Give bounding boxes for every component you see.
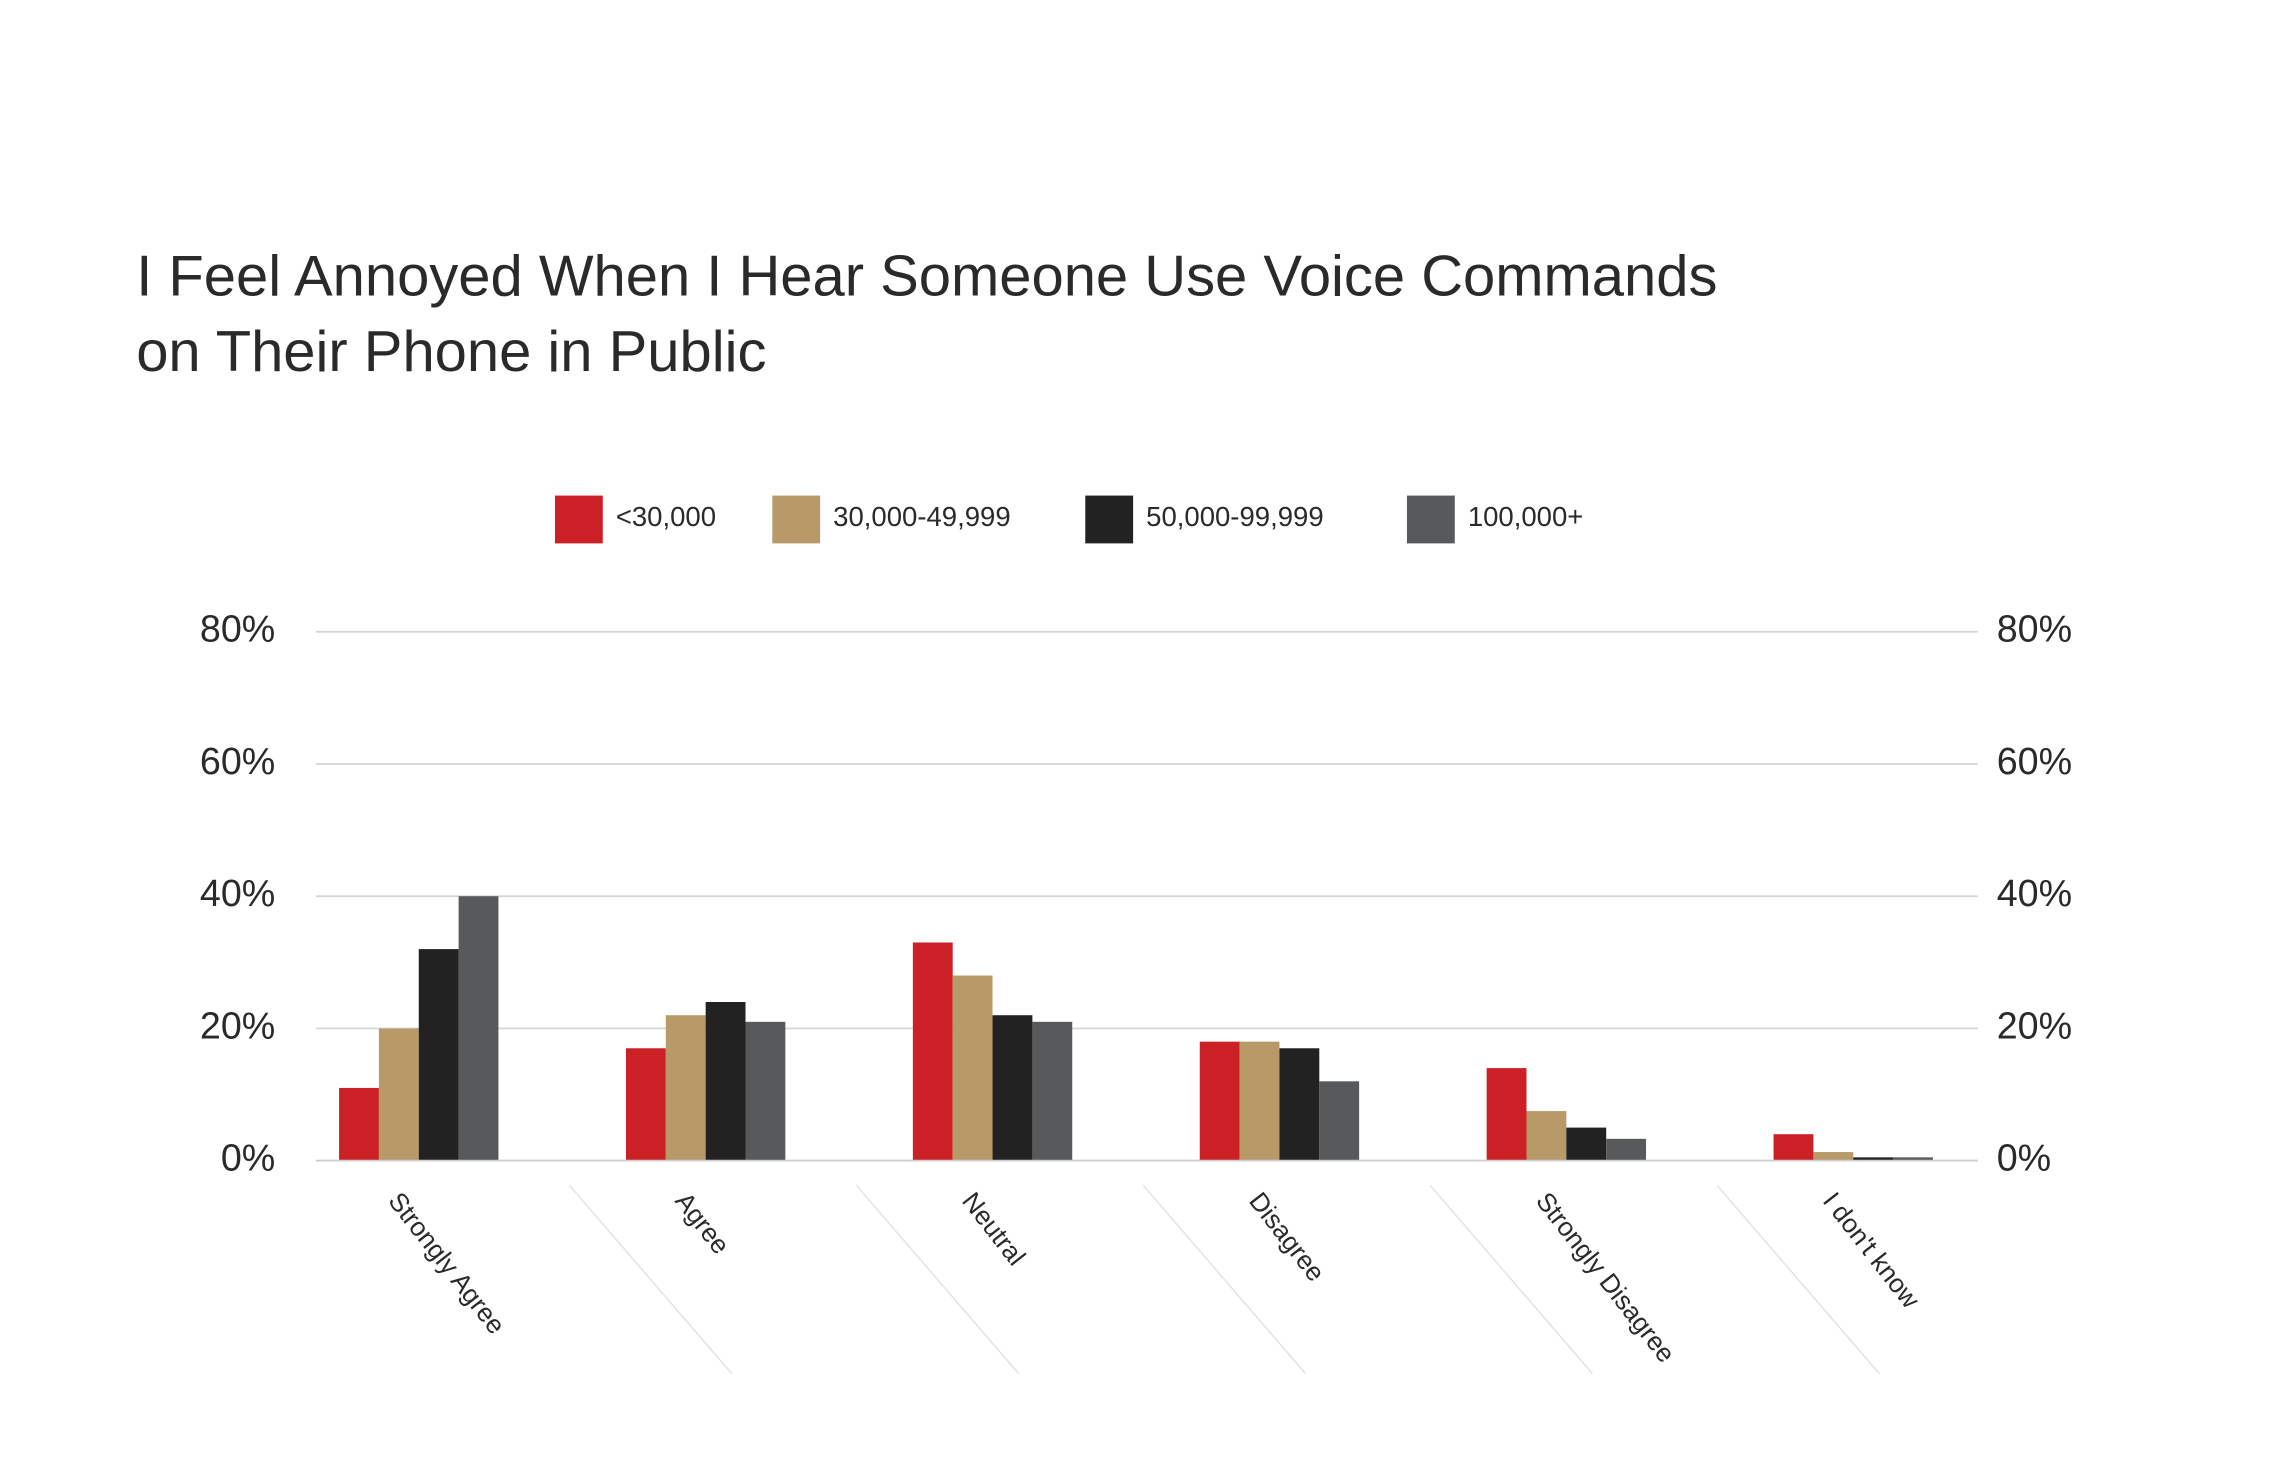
y-tick-label: 0% <box>221 1137 275 1179</box>
x-tick-label: Strongly Agree <box>383 1186 512 1339</box>
bar <box>1853 1157 1894 1161</box>
bar <box>1566 1127 1607 1161</box>
y2-tick-label: 0% <box>1997 1137 2051 1179</box>
x-tick-label: Strongly Disagree <box>1530 1186 1681 1368</box>
bar <box>665 1015 706 1161</box>
legend-swatch <box>1085 495 1134 544</box>
separator <box>1429 1184 1593 1375</box>
y-tick-label: 20% <box>200 1004 275 1046</box>
legend-label: 30,000-49,999 <box>833 501 1010 532</box>
bar <box>1239 1041 1280 1161</box>
bar <box>705 1001 746 1161</box>
bar <box>1773 1134 1814 1161</box>
x-tick-label: Agree <box>669 1186 735 1259</box>
separator <box>1716 1184 1880 1375</box>
y-tick-label: 60% <box>200 740 275 782</box>
chart-title: I Feel Annoyed When I Hear Someone Use V… <box>136 245 1717 309</box>
y2-tick-label: 40% <box>1997 872 2072 914</box>
bar <box>1486 1068 1527 1161</box>
y-tick-label: 40% <box>200 872 275 914</box>
bar <box>1606 1138 1647 1161</box>
x-tick-label: I don't know <box>1817 1186 1926 1314</box>
bar <box>912 942 953 1161</box>
bar <box>745 1021 786 1161</box>
bar <box>458 896 499 1161</box>
y-tick-label: 80% <box>200 608 275 650</box>
legend-swatch <box>772 495 821 544</box>
legend-label: 100,000+ <box>1468 501 1584 532</box>
chart-title: on Their Phone in Public <box>136 320 766 384</box>
y2-tick-label: 60% <box>1997 740 2072 782</box>
bar <box>1319 1081 1360 1161</box>
bar <box>1279 1048 1320 1161</box>
bar <box>625 1048 666 1161</box>
legend-swatch <box>554 495 603 544</box>
bar <box>1032 1021 1073 1161</box>
separator <box>855 1184 1020 1375</box>
bar <box>1813 1152 1854 1161</box>
bar <box>992 1015 1033 1161</box>
x-tick-label: Disagree <box>1243 1186 1331 1287</box>
legend-label: 50,000-99,999 <box>1146 501 1323 532</box>
separator <box>1142 1184 1307 1375</box>
legend-swatch <box>1406 495 1455 544</box>
bar <box>339 1087 379 1161</box>
bar <box>378 1028 419 1161</box>
bar <box>1199 1041 1240 1161</box>
separator <box>568 1184 733 1375</box>
y2-tick-label: 80% <box>1997 608 2072 650</box>
y2-tick-label: 20% <box>1997 1004 2072 1046</box>
legend-label: <30,000 <box>616 501 716 532</box>
x-tick-label: Neutral <box>956 1186 1031 1271</box>
bar <box>952 975 993 1161</box>
bar <box>1526 1111 1567 1161</box>
bar <box>418 949 459 1161</box>
bar <box>1893 1157 1933 1161</box>
